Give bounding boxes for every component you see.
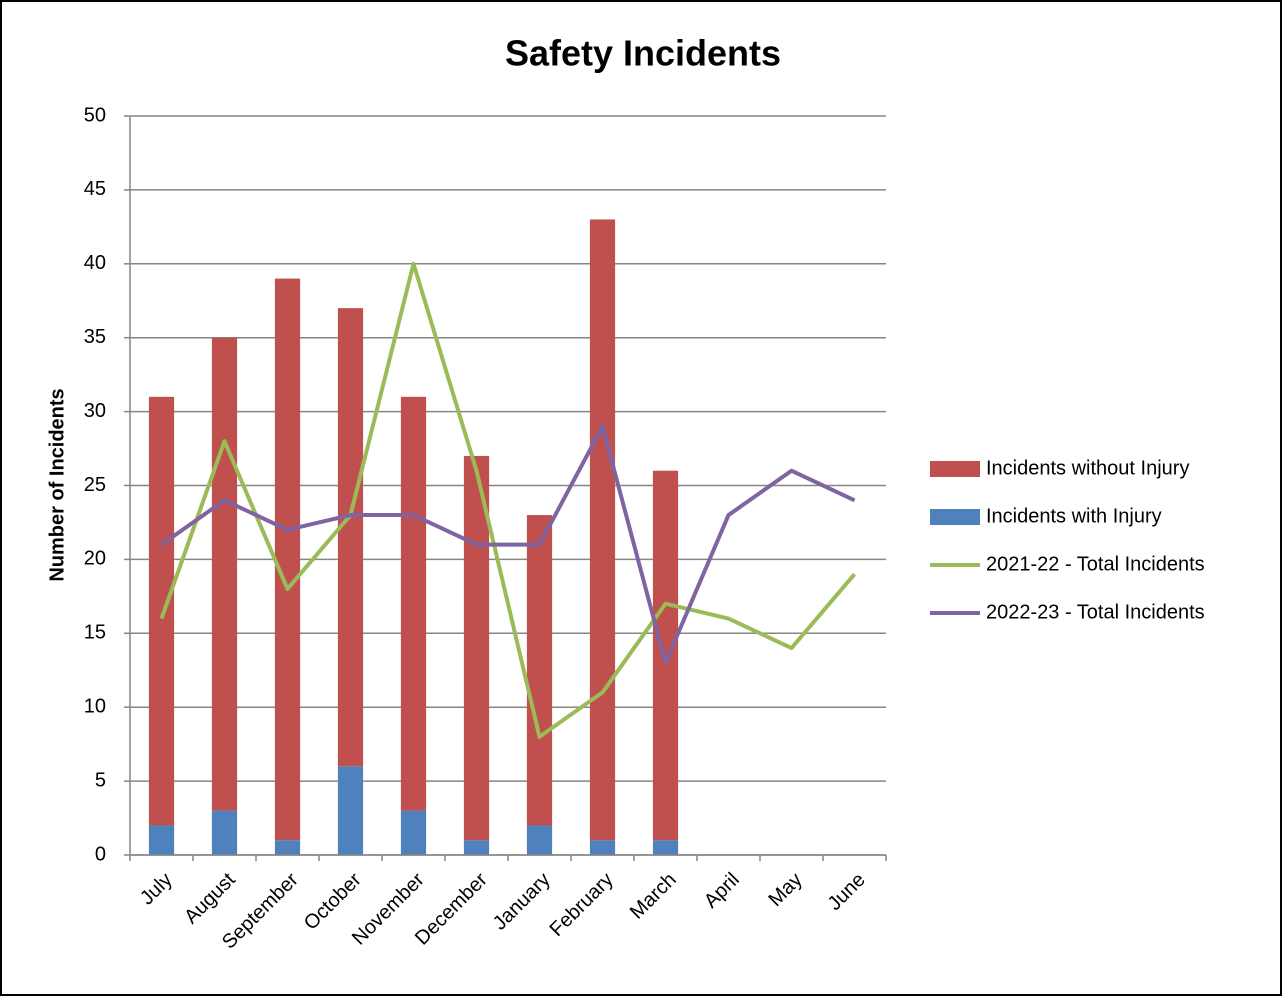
bar bbox=[148, 825, 175, 855]
bar bbox=[337, 766, 364, 855]
bar bbox=[274, 840, 301, 855]
bar bbox=[463, 840, 490, 855]
legend-swatch bbox=[930, 509, 980, 525]
legend-label: 2022-23 - Total Incidents bbox=[986, 601, 1205, 623]
bar bbox=[274, 278, 301, 841]
line bbox=[160, 424, 856, 665]
y-tick-label: 25 bbox=[84, 474, 106, 496]
y-tick-label: 40 bbox=[84, 252, 106, 274]
y-tick-label: 45 bbox=[84, 178, 106, 200]
y-tick-label: 10 bbox=[84, 695, 106, 717]
bar bbox=[589, 840, 616, 855]
legend-swatch bbox=[930, 461, 980, 477]
y-tick-label: 5 bbox=[95, 769, 106, 791]
line bbox=[159, 261, 857, 739]
bar bbox=[526, 825, 553, 855]
chart-title: Safety Incidents bbox=[505, 33, 781, 74]
bar bbox=[526, 515, 553, 826]
bar bbox=[337, 308, 364, 767]
y-tick-label: 20 bbox=[84, 548, 106, 570]
legend-label: Incidents with Injury bbox=[986, 505, 1162, 527]
y-tick-label: 0 bbox=[95, 843, 106, 865]
y-tick-label: 30 bbox=[84, 400, 106, 422]
bar bbox=[148, 396, 175, 826]
bar bbox=[652, 840, 679, 855]
bar bbox=[463, 455, 490, 841]
legend-label: 2021-22 - Total Incidents bbox=[986, 553, 1205, 575]
y-axis-title: Number of Incidents bbox=[46, 388, 68, 581]
y-tick-label: 15 bbox=[84, 622, 106, 644]
bar bbox=[211, 810, 238, 855]
y-tick-label: 35 bbox=[84, 326, 106, 348]
bar bbox=[400, 396, 427, 811]
bar bbox=[589, 219, 616, 841]
legend-label: Incidents without Injury bbox=[986, 457, 1189, 479]
bar bbox=[400, 810, 427, 855]
bar bbox=[211, 337, 238, 811]
y-tick-label: 50 bbox=[84, 104, 106, 126]
